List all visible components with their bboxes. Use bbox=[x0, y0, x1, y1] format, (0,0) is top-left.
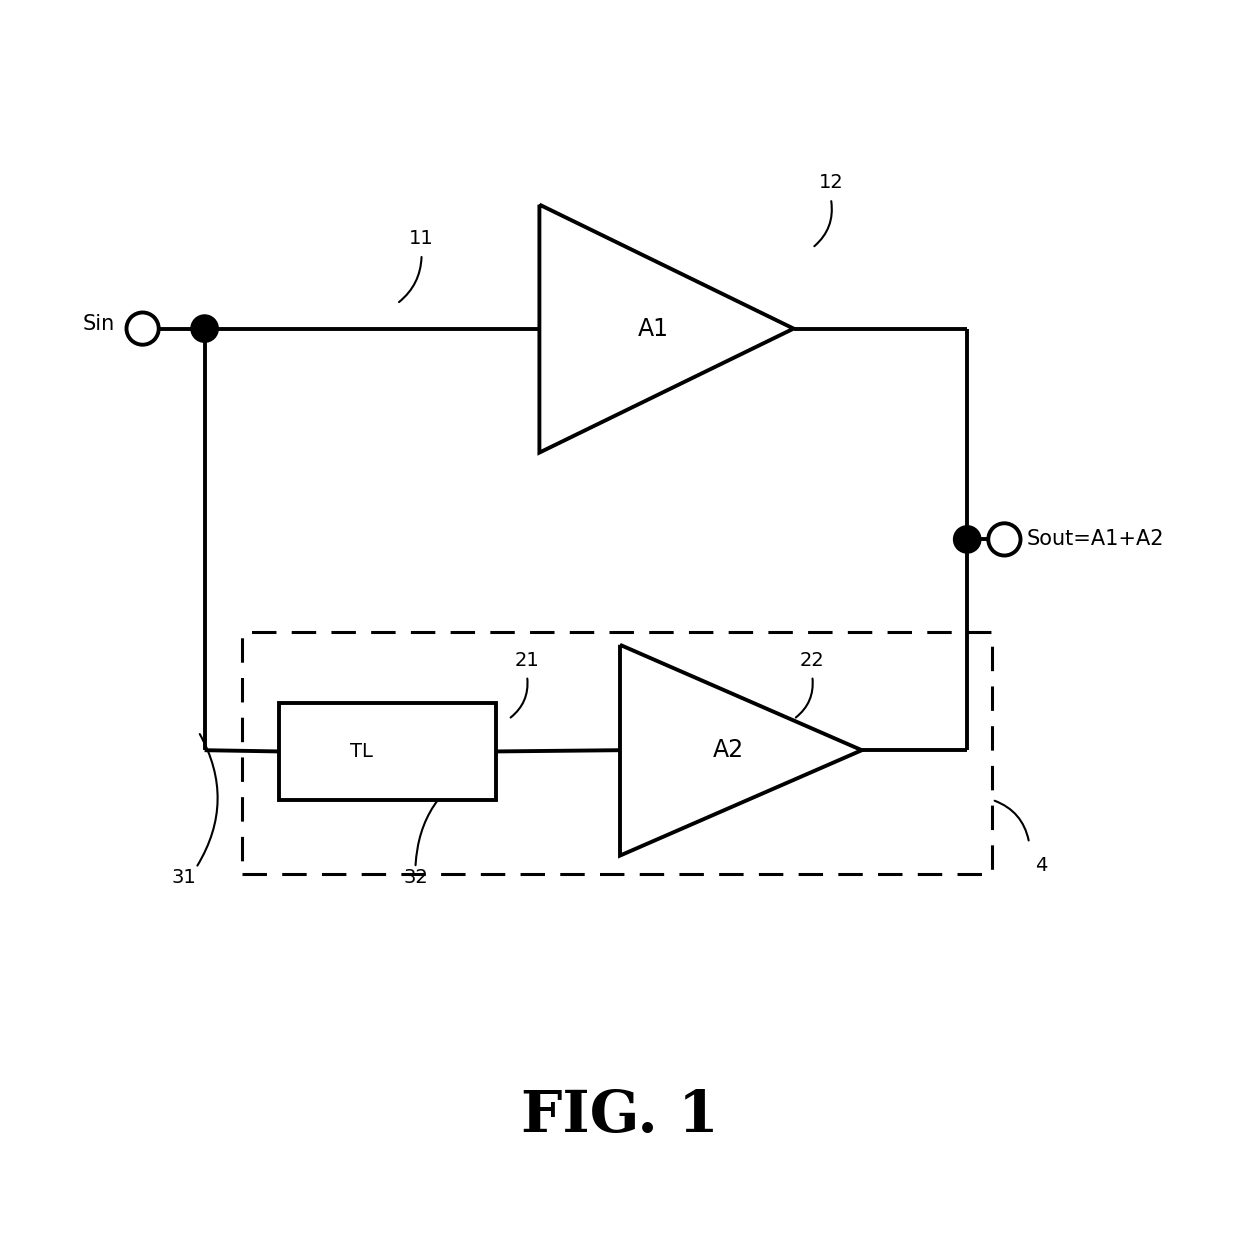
Text: FIG. 1: FIG. 1 bbox=[521, 1087, 719, 1145]
Text: 21: 21 bbox=[515, 651, 539, 670]
Text: Sout=A1+A2: Sout=A1+A2 bbox=[1027, 529, 1164, 549]
Text: 12: 12 bbox=[818, 174, 843, 192]
Text: A1: A1 bbox=[639, 316, 670, 341]
Circle shape bbox=[191, 315, 218, 342]
Text: 4: 4 bbox=[1035, 856, 1048, 874]
Circle shape bbox=[988, 523, 1021, 556]
Bar bbox=[242, 632, 992, 874]
Text: 11: 11 bbox=[409, 229, 434, 248]
Text: TL: TL bbox=[350, 742, 373, 761]
Bar bbox=[279, 703, 496, 800]
Text: 22: 22 bbox=[800, 651, 825, 670]
Text: 32: 32 bbox=[403, 868, 428, 887]
Text: 31: 31 bbox=[171, 868, 196, 887]
Text: A2: A2 bbox=[713, 738, 744, 763]
Circle shape bbox=[126, 312, 159, 345]
Circle shape bbox=[954, 526, 981, 553]
Text: Sin: Sin bbox=[83, 314, 115, 334]
